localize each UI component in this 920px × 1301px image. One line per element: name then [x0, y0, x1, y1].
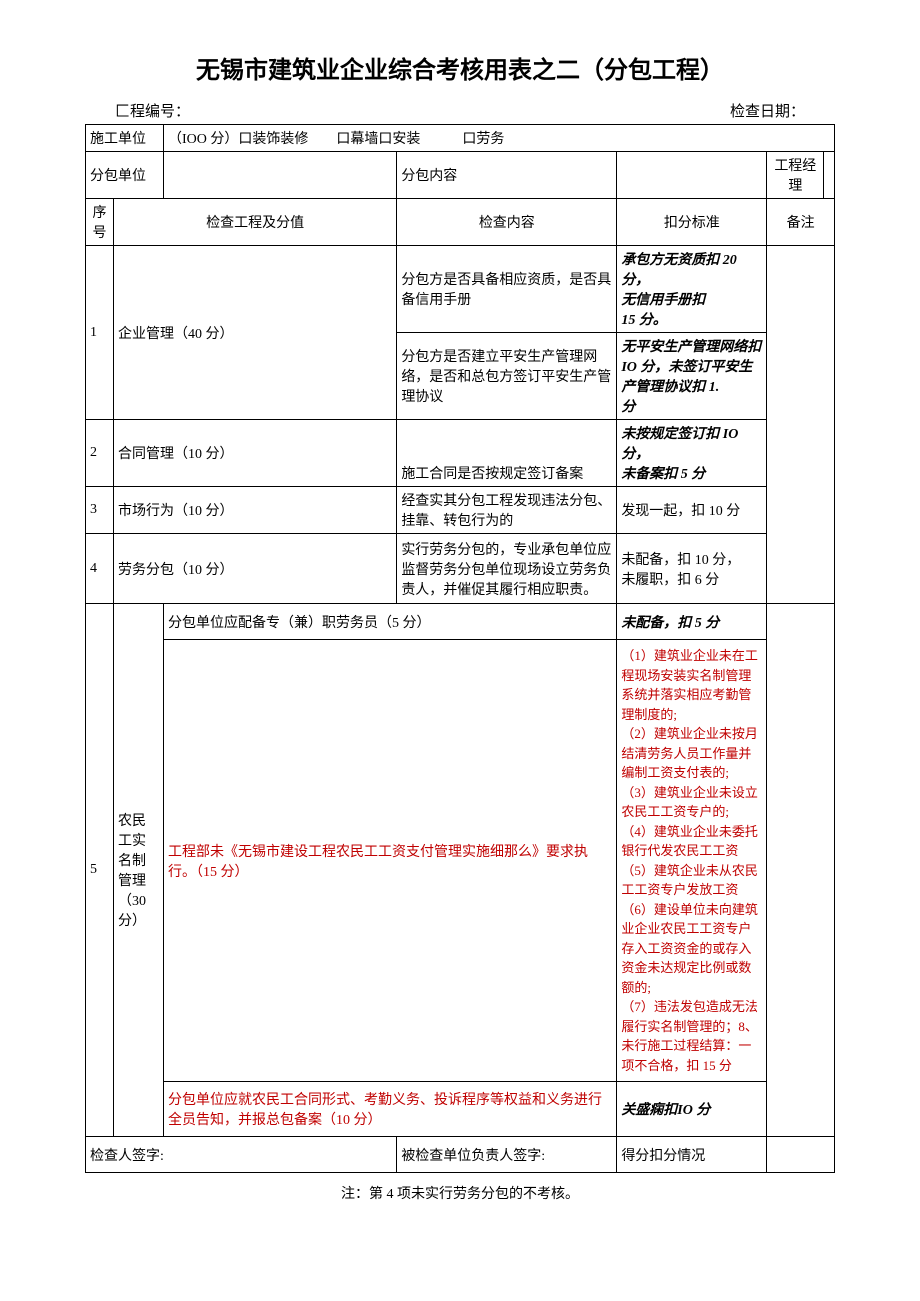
r5-s3: 关盛痫扣IO 分	[617, 1082, 767, 1137]
sub-unit-value	[164, 152, 397, 199]
manager-value	[824, 152, 835, 199]
sub-unit-label: 分包单位	[86, 152, 164, 199]
r5-seq: 5	[86, 604, 114, 1137]
footer-note: 注：第 4 项未实行劳务分包的不考核。	[85, 1183, 835, 1203]
r5-item: 农民工实名制管理（30 分）	[114, 604, 164, 1137]
page-title: 无锡市建筑业企业综合考核用表之二（分包工程）	[85, 50, 835, 85]
check-date-label: 检查日期：	[730, 100, 805, 121]
hdr-remark: 备注	[767, 199, 835, 246]
r1-s2: 无平安生产管理网络扣 IO 分，未签订平安生产管理协议扣 1. 分	[617, 333, 767, 420]
table-row: 分包单位 分包内容 工程经理	[86, 152, 835, 199]
table-row: 4 劳务分包（10 分） 实行劳务分包的，专业承包单位应监督劳务分包单位现场设立…	[86, 534, 835, 604]
table-row: 分包单位应就农民工合同形式、考勤义务、投诉程序等权益和义务进行全员告知，并报总包…	[86, 1082, 835, 1137]
r3-seq: 3	[86, 487, 114, 534]
sub-content-label: 分包内容	[397, 152, 617, 199]
checked-label: 被检查单位负责人签字:	[397, 1137, 617, 1173]
remark-merged	[767, 246, 835, 604]
r5-c3: 分包单位应就农民工合同形式、考勤义务、投诉程序等权益和义务进行全员告知，并报总包…	[164, 1082, 617, 1137]
project-no-label: 匚程编号：	[115, 100, 190, 121]
sub-content-value	[617, 152, 767, 199]
r5-remark	[767, 604, 835, 1137]
hdr-standard: 扣分标准	[617, 199, 767, 246]
r2-seq: 2	[86, 420, 114, 487]
table-row: 检查人签字: 被检查单位负责人签字: 得分扣分情况	[86, 1137, 835, 1173]
r4-seq: 4	[86, 534, 114, 604]
table-row: 1 企业管理（40 分） 分包方是否具备相应资质，是否具备信用手册 承包方无资质…	[86, 246, 835, 333]
r1-item: 企业管理（40 分）	[114, 246, 397, 420]
r1-c1: 分包方是否具备相应资质，是否具备信用手册	[397, 246, 617, 333]
hdr-seq: 序号	[86, 199, 114, 246]
manager-label: 工程经理	[767, 152, 824, 199]
table-row: 3 市场行为（10 分） 经查实其分包工程发现违法分包、挂靠、转包行为的 发现一…	[86, 487, 835, 534]
r1-c2: 分包方是否建立平安生产管理网络，是否和总包方签订平安生产管理协议	[397, 333, 617, 420]
r3-item: 市场行为（10 分）	[114, 487, 397, 534]
unit-checkboxes: （IOO 分）口装饰装修 口幕墙口安装 口劳务	[164, 125, 835, 152]
r5-c1: 分包单位应配备专（兼）职劳务员（5 分）	[164, 604, 617, 640]
hdr-item: 检查工程及分值	[114, 199, 397, 246]
r5-s1: 未配备，扣 5 分	[617, 604, 767, 640]
r2-c1: 施工合同是否按规定签订备案	[397, 420, 617, 487]
table-row: 2 合同管理（10 分） 施工合同是否按规定签订备案 未按规定签订扣 IO 分，…	[86, 420, 835, 487]
r5-s2: （1）建筑业企业未在工程现场安装实名制管理系统并落实相应考勤管理制度的; （2）…	[617, 640, 767, 1082]
table-row: 序号 检查工程及分值 检查内容 扣分标准 备注	[86, 199, 835, 246]
score-value	[767, 1137, 835, 1173]
r4-c1: 实行劳务分包的，专业承包单位应监督劳务分包单位现场设立劳务负责人，并催促其履行相…	[397, 534, 617, 604]
r4-s1: 未配备，扣 10 分， 未履职，扣 6 分	[617, 534, 767, 604]
table-row: 工程部未《无锡市建设工程农民工工资支付管理实施细那么》要求执行。（15 分） （…	[86, 640, 835, 1082]
r2-s1: 未按规定签订扣 IO 分， 未备案扣 5 分	[617, 420, 767, 487]
r2-item: 合同管理（10 分）	[114, 420, 397, 487]
meta-row: 匚程编号： 检查日期：	[85, 100, 835, 124]
hdr-content: 检查内容	[397, 199, 617, 246]
evaluation-table: 施工单位 （IOO 分）口装饰装修 口幕墙口安装 口劳务 分包单位 分包内容 工…	[85, 124, 835, 1173]
r1-seq: 1	[86, 246, 114, 420]
score-label: 得分扣分情况	[617, 1137, 767, 1173]
r3-s1: 发现一起，扣 10 分	[617, 487, 767, 534]
unit-label: 施工单位	[86, 125, 164, 152]
r1-s1: 承包方无资质扣 20 分， 无信用手册扣 15 分。	[617, 246, 767, 333]
r3-c1: 经查实其分包工程发现违法分包、挂靠、转包行为的	[397, 487, 617, 534]
checker-label: 检查人签字:	[86, 1137, 397, 1173]
r4-item: 劳务分包（10 分）	[114, 534, 397, 604]
r5-c2: 工程部未《无锡市建设工程农民工工资支付管理实施细那么》要求执行。（15 分）	[164, 640, 617, 1082]
table-row: 5 农民工实名制管理（30 分） 分包单位应配备专（兼）职劳务员（5 分） 未配…	[86, 604, 835, 640]
table-row: 施工单位 （IOO 分）口装饰装修 口幕墙口安装 口劳务	[86, 125, 835, 152]
